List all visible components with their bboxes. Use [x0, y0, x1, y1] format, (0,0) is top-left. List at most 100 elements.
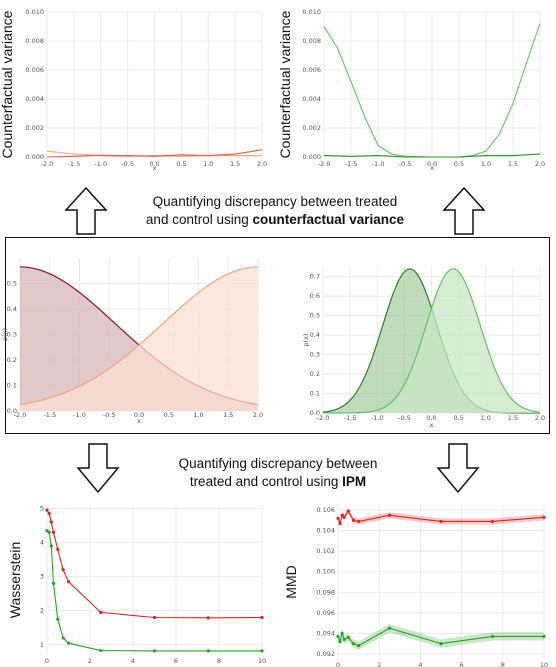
cf-variance-right-chart: 0.000 0.002 0.004 0.006 0.008 0.010 -2.0 -1.5 -1…	[277, 8, 545, 172]
arrow-down-icon	[76, 443, 120, 494]
series-line-0	[46, 150, 262, 157]
series-point-1	[260, 649, 264, 653]
series-band-0	[338, 508, 544, 527]
series-point-1	[346, 635, 350, 640]
series-point-1	[47, 530, 51, 534]
x-tick-label: 0.0	[426, 414, 436, 422]
y-tick-label: 0.104	[316, 527, 335, 535]
x-tick-label: 10	[540, 661, 548, 667]
x-tick-label: 1.5	[508, 414, 518, 422]
series-point-0	[439, 519, 443, 524]
y-tick-label: 0.000	[25, 153, 44, 161]
series-point-0	[490, 519, 495, 524]
x-tick-label: 2.0	[535, 160, 545, 168]
y-tick-label: 0.102	[316, 547, 335, 555]
series-point-1	[206, 649, 210, 653]
y-tick-label: 0.094	[316, 629, 335, 637]
y-tick-label: 0.4	[7, 305, 17, 313]
x-tick-label: 0.5	[164, 411, 174, 419]
density-frame	[5, 237, 550, 434]
series-point-1	[336, 634, 340, 639]
x-tick-label: -2.0	[318, 160, 331, 168]
x-tick-label: -0.5	[398, 414, 411, 422]
x-tick-label: -1.5	[43, 411, 56, 419]
y-tick-label: 0.3	[7, 331, 17, 339]
x-tick-label: -2.0	[317, 414, 330, 422]
x-tick-label: 4	[131, 657, 135, 665]
series-point-0	[56, 547, 60, 551]
y-tick-label: 0.004	[25, 95, 44, 103]
density-curve-1	[19, 266, 259, 406]
series-point-1	[61, 636, 65, 640]
y-tick-label: 0.006	[302, 66, 321, 74]
y-tick-label: 0.1	[7, 382, 17, 390]
y-axis-label: Counterfactual variance	[277, 10, 293, 158]
series-point-1	[490, 634, 495, 639]
arrow-down-icon	[436, 443, 480, 494]
x-tick-label: 1.5	[230, 160, 240, 168]
y-tick-label: 0.7	[310, 273, 320, 281]
x-tick-label: 0	[45, 657, 49, 665]
series-point-1	[351, 642, 356, 646]
x-tick-label: 4	[418, 661, 422, 667]
bottom-caption-bold: IPM	[342, 474, 367, 489]
series-point-0	[387, 513, 392, 517]
series-point-0	[66, 580, 71, 584]
top-caption-line1: Quantifying discrepancy between treated	[152, 194, 398, 209]
x-tick-label: 8	[217, 657, 221, 665]
x-tick-label: 0.5	[453, 414, 463, 422]
x-tick-label: -0.5	[103, 411, 116, 419]
density-fill-0	[20, 266, 258, 411]
series-point-1	[56, 617, 60, 621]
y-tick-label: 5	[40, 504, 44, 512]
series-line-1	[46, 530, 262, 652]
x-axis-label: x	[430, 421, 434, 429]
series-point-0	[61, 568, 65, 572]
cf-variance-left-chart: 0.000 0.002 0.004 0.006 0.008 0.010 -2.0 -1.5 -1…	[0, 8, 267, 172]
y-tick-label: 0.1	[310, 390, 320, 398]
series-point-1	[45, 528, 49, 533]
y-tick-label: 0.010	[302, 8, 321, 16]
series-point-0	[206, 616, 210, 620]
top-caption-bold: counterfactual variance	[252, 212, 405, 227]
series-point-0	[340, 513, 344, 517]
density-fill-1	[20, 266, 258, 411]
x-tick-label: -2.0	[14, 411, 27, 419]
x-tick-label: 1.0	[203, 160, 213, 168]
y-tick-label: 0.0	[310, 409, 320, 417]
series-point-1	[66, 641, 71, 645]
x-tick-label: -1.5	[345, 160, 358, 168]
y-tick-label: 0.5	[310, 312, 320, 320]
series-point-1	[542, 634, 546, 639]
x-tick-label: -2.0	[41, 160, 54, 168]
y-tick-label: 0.106	[316, 506, 335, 514]
x-tick-label: 0.0	[427, 160, 437, 168]
x-tick-label: 2.0	[535, 414, 545, 422]
x-tick-label: 2	[377, 661, 381, 667]
y-tick-label: 2	[40, 607, 44, 615]
top-caption: Quantifying discrepancy between treated …	[110, 193, 440, 229]
top-caption-prefix: and control using	[145, 212, 253, 227]
y-tick-label: 0.008	[25, 37, 44, 45]
series-point-0	[49, 520, 53, 524]
series-point-0	[260, 615, 264, 620]
x-tick-label: -1.5	[344, 414, 357, 422]
series-point-0	[45, 508, 49, 512]
x-tick-label: 1.5	[223, 411, 233, 419]
series-point-1	[387, 626, 392, 630]
series-band-1	[338, 624, 544, 650]
y-tick-label: 0.004	[302, 95, 321, 103]
x-tick-label: 8	[501, 661, 505, 667]
series-line-0	[46, 509, 263, 619]
x-tick-label: 10	[258, 657, 266, 665]
x-tick-label: -1.0	[371, 414, 384, 422]
y-tick-label: 0.006	[25, 66, 44, 74]
y-tick-label: 0.002	[302, 124, 321, 132]
y-tick-label: 0.000	[302, 153, 321, 161]
y-tick-label: 4	[40, 539, 44, 547]
y-axis-label: Counterfactual variance	[0, 10, 15, 158]
series-point-0	[47, 511, 51, 516]
y-axis-label: p(x)	[1, 328, 9, 341]
series-point-1	[152, 649, 157, 653]
x-tick-label: 0.0	[149, 160, 159, 168]
